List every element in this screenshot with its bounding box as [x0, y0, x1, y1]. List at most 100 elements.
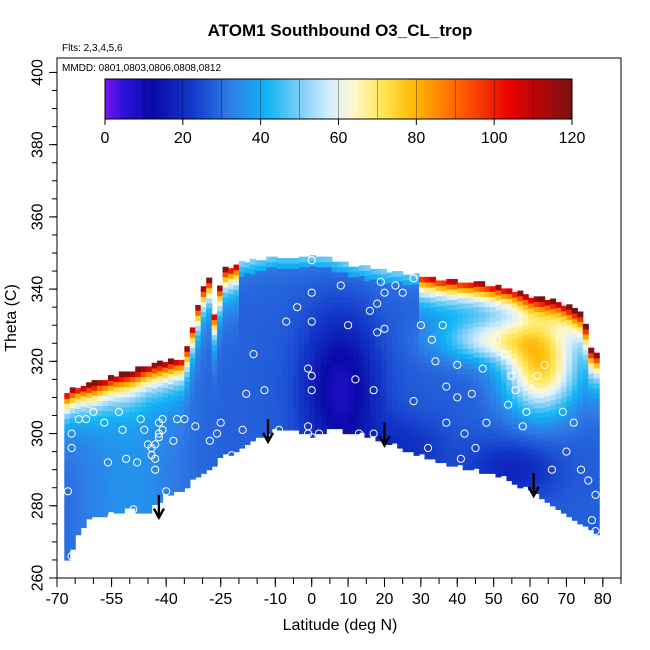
field-cell — [124, 477, 131, 484]
colorbar-segment — [202, 79, 207, 119]
field-cell — [315, 362, 322, 369]
field-cell — [577, 437, 584, 444]
field-cell — [446, 450, 453, 457]
field-cell — [146, 462, 153, 469]
field-cell — [429, 403, 437, 409]
field-cell — [468, 439, 475, 445]
field-cell — [566, 466, 573, 472]
field-cell — [151, 398, 158, 404]
field-cell — [495, 441, 502, 448]
field-cell — [550, 303, 557, 310]
field-cell — [222, 362, 229, 369]
field-cell — [386, 287, 393, 294]
field-cell — [495, 456, 502, 463]
field-cell — [533, 453, 540, 459]
field-cell — [429, 453, 437, 460]
field-cell — [440, 331, 447, 337]
field-cell — [462, 444, 469, 451]
field-cell — [359, 300, 366, 307]
field-cell — [320, 423, 327, 430]
field-cell — [113, 497, 120, 504]
field-cell — [118, 391, 125, 398]
field-cell — [490, 397, 497, 404]
field-cell — [206, 459, 213, 466]
field-cell — [298, 332, 306, 339]
field-cell — [140, 371, 147, 378]
field-cell — [184, 442, 191, 448]
field-cell — [348, 281, 355, 288]
field-cell — [293, 374, 300, 380]
field-cell — [495, 315, 502, 321]
field-cell — [359, 310, 366, 317]
field-cell — [386, 368, 393, 375]
field-cell — [206, 373, 213, 380]
field-cell — [593, 428, 600, 435]
field-cell — [386, 307, 393, 314]
field-cell — [429, 398, 437, 404]
field-cell — [304, 256, 311, 263]
field-cell — [260, 371, 267, 378]
field-cell — [124, 487, 131, 494]
field-cell — [550, 323, 557, 330]
field-cell — [124, 432, 131, 438]
field-cell — [331, 418, 338, 425]
colorbar-tick-label: 120 — [559, 130, 586, 147]
field-cell — [75, 403, 82, 409]
field-cell — [342, 261, 349, 268]
field-cell — [550, 480, 557, 487]
field-cell — [539, 437, 546, 444]
field-cell — [397, 377, 404, 383]
field-cell — [566, 506, 573, 513]
field-cell — [424, 302, 431, 308]
field-cell — [107, 476, 114, 482]
field-cell — [484, 432, 491, 439]
field-cell — [451, 334, 458, 341]
colorbar-segment — [486, 79, 491, 119]
field-cell — [511, 297, 518, 303]
field-cell — [75, 398, 82, 404]
colorbar-segment — [315, 79, 320, 119]
field-cell — [129, 447, 136, 453]
field-cell — [75, 423, 82, 430]
field-cell — [238, 427, 245, 434]
field-cell — [429, 423, 437, 430]
field-cell — [238, 276, 245, 282]
field-cell — [446, 354, 453, 361]
field-cell — [282, 404, 289, 411]
field-cell — [511, 403, 518, 409]
field-cell — [566, 511, 573, 518]
field-cell — [249, 258, 256, 265]
field-cell — [222, 438, 229, 445]
sample-point — [216, 418, 225, 427]
sample-point — [122, 454, 131, 463]
field-cell — [217, 416, 224, 423]
field-cell — [577, 341, 584, 348]
field-cell — [167, 484, 175, 491]
field-cell — [402, 330, 409, 336]
field-cell — [408, 325, 415, 331]
field-cell — [560, 391, 568, 398]
field-cell — [304, 357, 311, 364]
field-cell — [162, 473, 169, 479]
field-cell — [555, 448, 562, 455]
field-cell — [337, 281, 344, 288]
field-cell — [80, 497, 87, 503]
field-cell — [588, 499, 595, 505]
field-cell — [167, 363, 175, 370]
field-cell — [118, 432, 125, 438]
colorbar-segment — [334, 79, 339, 119]
field-cell — [588, 388, 595, 394]
field-cell — [419, 408, 426, 414]
field-cell — [107, 471, 114, 477]
field-cell — [451, 339, 458, 346]
field-cell — [528, 383, 535, 390]
field-cell — [146, 381, 153, 388]
field-cell — [555, 312, 562, 318]
field-cell — [468, 302, 475, 309]
field-cell — [113, 391, 120, 398]
field-cell — [500, 460, 507, 466]
field-cell — [479, 402, 486, 409]
colorbar-segment — [404, 79, 410, 119]
field-cell — [233, 279, 240, 286]
field-cell — [511, 383, 518, 389]
